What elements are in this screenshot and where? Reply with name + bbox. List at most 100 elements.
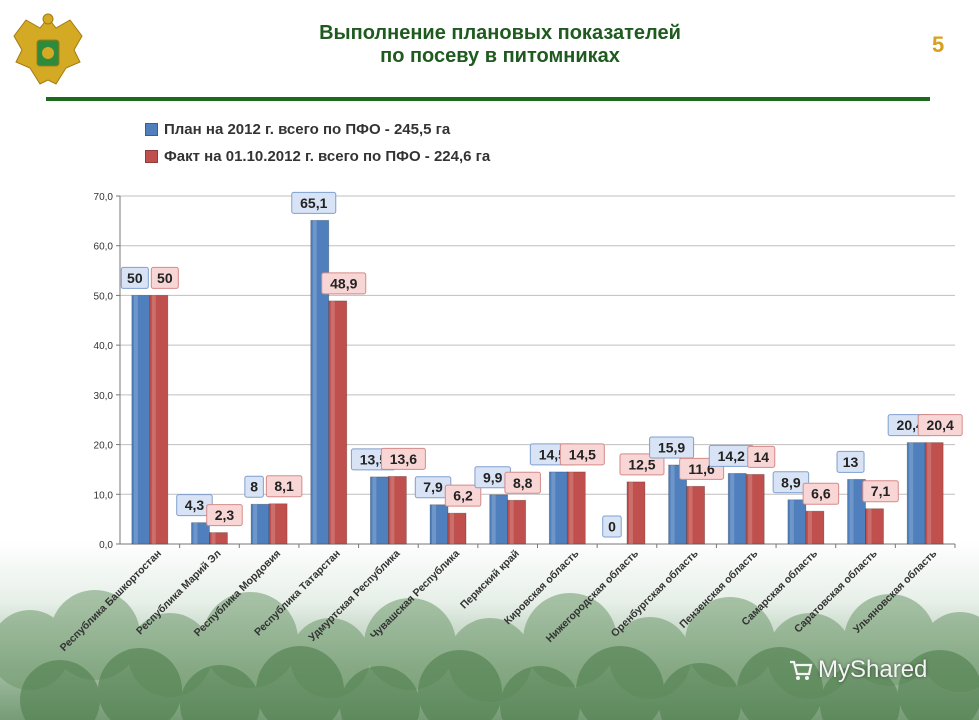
data-label-fact: 7,1 — [871, 483, 891, 499]
bar-fact — [447, 512, 467, 545]
title-line-2: по посеву в питомниках — [380, 45, 620, 67]
bar-highlight — [927, 442, 932, 544]
data-label-box — [802, 482, 840, 505]
bar-highlight — [509, 500, 514, 544]
bar-fact — [507, 499, 527, 545]
forest-background — [0, 540, 979, 720]
data-label-plan: 8 — [250, 479, 258, 495]
bar-highlight — [748, 474, 753, 544]
bar-fact — [268, 503, 288, 545]
bar-highlight — [390, 476, 395, 544]
legend-swatch-plan — [145, 123, 158, 136]
bar-highlight — [211, 532, 216, 544]
legend-label-fact: Факт на 01.10.2012 г. всего по ПФО - 224… — [164, 148, 491, 165]
data-label-plan: 65,1 — [300, 195, 327, 211]
data-label-box — [917, 414, 963, 437]
data-label-fact: 6,6 — [811, 486, 831, 502]
bar-highlight — [193, 522, 198, 544]
bar-highlight — [450, 513, 455, 544]
data-label-box — [206, 504, 243, 527]
data-label-fact: 50 — [157, 270, 173, 286]
data-label-plan: 13,5 — [360, 451, 387, 467]
data-label-box — [321, 272, 367, 295]
bar-highlight — [330, 300, 335, 544]
data-label-plan: 20,4 — [897, 417, 924, 433]
bar-highlight — [789, 499, 794, 544]
bar-fact — [626, 481, 646, 545]
data-label-fact: 48,9 — [330, 275, 357, 291]
y-tick-label: 40,0 — [94, 341, 114, 352]
y-tick-label: 50,0 — [94, 291, 114, 302]
legend-item-fact: Факт на 01.10.2012 г. всего по ПФО - 224… — [145, 143, 490, 170]
data-label-box — [836, 450, 865, 473]
header-divider — [46, 97, 930, 101]
bar-fact — [149, 295, 169, 545]
watermark: MyShared — [788, 656, 927, 684]
bar-fact — [745, 473, 765, 545]
data-label-box — [559, 443, 605, 466]
bar-highlight — [688, 486, 693, 544]
data-label-plan: 4,3 — [185, 497, 205, 513]
y-tick-label: 30,0 — [94, 391, 114, 402]
bar-highlight — [670, 464, 675, 544]
bar-highlight — [151, 295, 156, 544]
legend-swatch-fact — [145, 150, 158, 163]
bar-highlight — [569, 471, 574, 544]
bar-highlight — [628, 481, 633, 544]
data-label-plan: 14,2 — [718, 448, 745, 464]
bar-highlight — [867, 508, 872, 544]
data-label-fact: 14,5 — [569, 446, 596, 462]
bar-highlight — [133, 295, 138, 544]
data-label-fact: 8,8 — [513, 475, 533, 491]
data-label-fact: 11,6 — [688, 461, 715, 477]
bar-highlight — [372, 476, 377, 544]
cart-icon — [790, 660, 813, 680]
data-label-box — [747, 445, 776, 468]
data-label-box — [772, 471, 810, 494]
bar-highlight — [849, 479, 854, 544]
y-tick-label: 60,0 — [94, 242, 114, 253]
y-tick-label: 20,0 — [94, 441, 114, 452]
bar-highlight — [807, 511, 812, 544]
page-title: Выполнение плановых показателей по посев… — [200, 22, 800, 68]
y-tick-label: 70,0 — [94, 192, 114, 203]
data-label-fact: 12,5 — [628, 456, 655, 472]
bar-fact — [686, 485, 706, 545]
data-label-plan: 0 — [608, 519, 616, 535]
bar-fact — [865, 508, 884, 545]
data-label-fact: 13,6 — [390, 451, 417, 467]
data-label-box — [244, 475, 264, 498]
bar-fact — [805, 510, 825, 545]
data-label-plan: 14,5 — [539, 446, 566, 462]
data-label-box — [291, 191, 337, 214]
data-label-plan: 15,9 — [658, 439, 685, 455]
data-label-box — [120, 266, 149, 289]
bar-highlight — [491, 494, 496, 544]
y-tick-label: 0,0 — [99, 540, 113, 551]
bar-highlight — [909, 442, 914, 544]
category-label: Пермский край — [458, 548, 522, 612]
data-label-box — [265, 475, 303, 498]
data-label-box — [619, 453, 665, 476]
data-label-box — [504, 471, 541, 494]
title-line-1: Выполнение плановых показателей — [319, 22, 681, 44]
data-label-fact: 2,3 — [215, 507, 235, 523]
data-label-fact: 6,2 — [453, 488, 473, 504]
data-label-plan: 8,9 — [781, 474, 801, 490]
data-label-box — [602, 515, 622, 538]
bar-fact — [387, 475, 407, 545]
data-label-box — [862, 480, 899, 503]
bar-highlight — [730, 473, 735, 544]
data-label-plan: 7,9 — [423, 479, 443, 495]
bar-fact — [566, 471, 586, 545]
legend-item-plan: План на 2012 г. всего по ПФО - 245,5 га — [145, 116, 490, 143]
data-label-plan: 9,9 — [483, 469, 503, 485]
bar-highlight — [312, 220, 317, 545]
double-headed-eagle-emblem — [13, 13, 83, 85]
data-label-fact: 20,4 — [927, 417, 954, 433]
data-label-fact: 14 — [753, 449, 769, 465]
bar-highlight — [271, 503, 276, 544]
page-number: 5 — [932, 32, 945, 57]
bar-fact — [924, 442, 944, 545]
